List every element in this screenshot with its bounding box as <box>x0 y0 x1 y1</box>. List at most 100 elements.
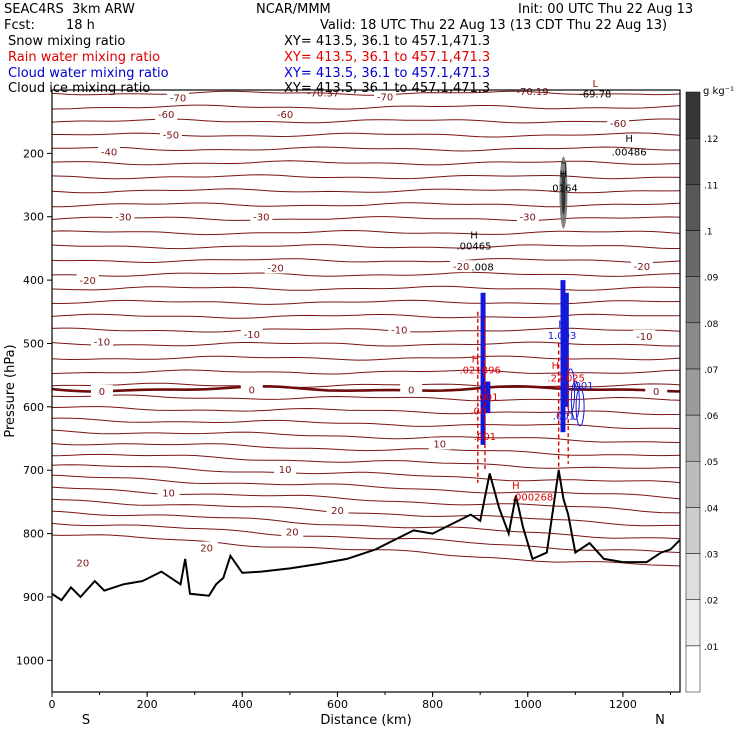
isotherm-line <box>51 355 681 361</box>
contour-label-bg <box>195 541 218 554</box>
contour-label: -30 <box>253 213 269 224</box>
chart-annotation: H <box>560 169 568 180</box>
colorbar-tick-label: .1 <box>704 227 713 237</box>
isotherm-line <box>51 104 681 110</box>
contour-label-bg <box>645 385 668 397</box>
x-tick-label: 400 <box>232 698 253 711</box>
chart-annotation: .001 <box>474 432 496 443</box>
colorbar-tick-label: .07 <box>704 366 718 376</box>
isotherm-line <box>51 474 681 500</box>
field-name-cloudice: Cloud ice mixing ratio <box>8 81 151 96</box>
colorbar-segment <box>685 645 701 693</box>
contour-label-bg <box>400 383 423 396</box>
contour-label-bg <box>388 323 411 336</box>
colorbar-segment <box>685 137 701 185</box>
colorbar-segment <box>685 507 701 554</box>
contour-label-bg <box>274 462 297 475</box>
contour-label: 10 <box>279 465 292 476</box>
x-end-label-north: N <box>655 713 665 728</box>
contour-label-bg <box>157 486 180 499</box>
chart-annotation: H <box>470 230 478 241</box>
colorbar-segment <box>685 368 701 416</box>
cloud-ice-contour <box>561 162 567 176</box>
isotherm-zero-line <box>51 384 681 393</box>
contour-label: -70 <box>377 92 393 103</box>
colorbar-segment <box>685 230 701 277</box>
isotherm-line <box>51 118 681 124</box>
hydrometeor-features <box>477 156 585 483</box>
colorbar: .01 .02 .03 .04 .05 .06 .07 .08 .09 .1 .11 .12 <box>685 91 719 693</box>
field-name-snow: Snow mixing ratio <box>8 34 126 49</box>
chart-annotation: -69.78 <box>579 90 611 101</box>
isotherm-line <box>52 202 681 208</box>
fcst-value: 18 h <box>66 18 95 33</box>
contour-label: -20 <box>453 262 469 273</box>
y-tick-label: 400 <box>23 274 44 287</box>
y-tick-label: 1000 <box>16 654 44 667</box>
colorbar-tick-label: .12 <box>704 135 718 145</box>
isotherm-line <box>51 429 681 444</box>
contour-label-bg <box>98 145 121 158</box>
cloud-water-column <box>560 280 566 433</box>
x-tick-label: 1200 <box>609 698 637 711</box>
contour-label: -10 <box>244 330 260 341</box>
fcst-label: Fcst: <box>4 18 35 33</box>
contour-label-bg <box>240 327 263 340</box>
field-name-cloudwater: Cloud water mixing ratio <box>8 66 169 81</box>
init-time: Init: 00 UTC Thu 22 Aug 13 <box>518 2 694 17</box>
contour-label: -10 <box>636 332 652 343</box>
plot-frame <box>51 89 681 693</box>
contour-label: -70 <box>170 94 186 105</box>
x-tick-label: 800 <box>422 698 443 711</box>
max-min-annotations: -70.37 -70.19L-69.78H.00486H.0164H.00465.… <box>307 79 647 504</box>
contour-label: -10 <box>94 338 110 349</box>
contour-label-bg <box>274 108 297 121</box>
axes: 0 200 400 600 800 1000 12002003004005006007008… <box>16 147 671 711</box>
colorbar-tick-label: .06 <box>704 412 719 422</box>
isotherm-line <box>51 394 681 402</box>
isotherm-line <box>51 285 681 291</box>
colorbar-tick-label: .01 <box>704 643 718 653</box>
contour-label: 10 <box>162 488 175 499</box>
contour-label-bg <box>159 128 182 141</box>
contour-label-bg <box>155 108 178 121</box>
contour-label: 0 <box>249 386 255 397</box>
chart-annotation: H <box>512 481 520 492</box>
isotherm-line <box>51 417 681 430</box>
chart-annotation: .22 <box>547 373 563 384</box>
y-tick-label: 700 <box>23 464 44 477</box>
contour-labels: -70 -70 -60 -60 -60 -50 -40 -30 -30 -30 -20 -20 -20 -… <box>71 90 668 570</box>
chart-annotation: .001 <box>571 381 593 392</box>
colorbar-tick-label: .05 <box>704 458 718 468</box>
x-tick-label: 1000 <box>514 698 542 711</box>
chart-annotation: .00486 <box>612 147 647 158</box>
isotherm-line <box>51 160 681 166</box>
colorbar-segment <box>685 414 701 462</box>
contour-label-bg <box>516 210 539 223</box>
contour-label: 20 <box>286 528 299 539</box>
isotherm-line <box>51 498 680 527</box>
colorbar-segment <box>685 599 701 647</box>
y-tick-label: 600 <box>23 401 44 414</box>
contour-label: 0 <box>408 386 414 397</box>
terrain-line <box>51 470 681 602</box>
cloud-water-column <box>485 381 491 414</box>
isotherm-line <box>51 369 681 375</box>
isotherm-line <box>51 188 681 194</box>
isotherm-line <box>51 453 680 469</box>
contour-label: -50 <box>163 130 179 141</box>
contour-label-bg <box>607 116 630 129</box>
chart-annotation: .00465 <box>456 242 491 253</box>
contour-label-bg <box>250 210 273 223</box>
isotherm-line <box>51 464 681 484</box>
contour-label-bg <box>90 335 113 348</box>
isotherm-line <box>51 174 681 180</box>
temperature-contours <box>51 90 681 567</box>
contour-label: -40 <box>101 147 117 158</box>
x-end-label-south: S <box>82 713 90 728</box>
isotherm-line <box>51 146 681 152</box>
colorbar-segment <box>685 91 701 139</box>
contour-label-bg <box>374 90 397 103</box>
cloud-ice-core <box>561 170 566 215</box>
